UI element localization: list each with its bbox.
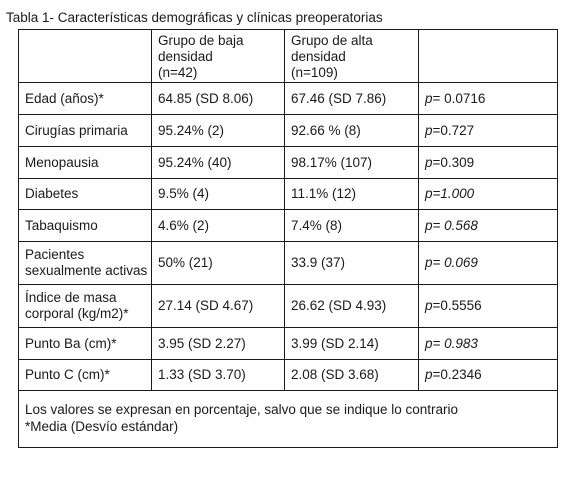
header-row: Grupo de baja densidad (n=42) Grupo de a…	[18, 29, 558, 83]
p-value-cell: p=0.5556	[418, 284, 558, 328]
low-density-value: 50% (21)	[151, 241, 285, 285]
row-label-cell: Punto Ba (cm)*	[18, 327, 152, 360]
header-low-line: Grupo de baja	[158, 33, 244, 48]
p-value: =1.000	[432, 186, 475, 201]
row-label-cell: Edad (años)*	[18, 82, 152, 115]
low-density-value: 27.14 (SD 4.67)	[151, 284, 285, 328]
high-density-value: 3.99 (SD 2.14)	[284, 327, 419, 360]
header-empty-cell	[18, 29, 152, 83]
table-row: Cirugías primaria 95.24% (2) 92.66 % (8) p=…	[18, 114, 558, 147]
row-label-line: sexualmente activas	[25, 263, 148, 278]
low-density-value: 3.95 (SD 2.27)	[151, 327, 285, 360]
row-label-cell: Cirugías primaria	[18, 114, 152, 147]
header-p-empty-cell	[418, 29, 558, 83]
demographics-table: Grupo de baja densidad (n=42) Grupo de a…	[18, 29, 558, 448]
p-value-cell: p=1.000	[418, 178, 558, 210]
row-label-line: Edad (años)*	[25, 90, 104, 106]
p-symbol: p	[425, 154, 433, 170]
header-low-line: densidad	[158, 49, 213, 64]
p-symbol: p	[425, 122, 433, 138]
row-label-line: Pacientes	[25, 247, 85, 262]
p-value: = 0.568	[432, 217, 478, 233]
row-label-cell: Punto C (cm)*	[18, 359, 152, 391]
p-symbol: p	[425, 217, 433, 233]
low-density-value: 64.85 (SD 8.06)	[151, 82, 285, 115]
table-row: Diabetes 9.5% (4) 11.1% (12) p=1.000	[18, 178, 558, 210]
table-row: Edad (años)* 64.85 (SD 8.06) 67.46 (SD 7.8…	[18, 82, 558, 115]
table-caption: Tabla 1- Características demográficas y …	[6, 10, 383, 25]
high-density-value: 67.46 (SD 7.86)	[284, 82, 419, 115]
row-label-line: Índice de masa	[25, 290, 117, 305]
p-value-cell: p= 0.568	[418, 209, 558, 242]
header-low-density: Grupo de baja densidad (n=42)	[151, 29, 285, 83]
p-value: = 0.983	[432, 335, 478, 351]
table-row: Índice de masa corporal (kg/m2)* 27.14 (SD…	[18, 284, 558, 328]
footnote-cell: Los valores se expresan en porcentaje, s…	[18, 390, 558, 448]
low-density-value: 4.6% (2)	[151, 209, 285, 242]
p-symbol: p	[425, 186, 433, 201]
p-value-cell: p=0.2346	[418, 359, 558, 391]
row-label-cell: Pacientes sexualmente activas	[18, 241, 152, 285]
p-value-cell: p= 0.0716	[418, 82, 558, 115]
row-label-line: Punto Ba (cm)*	[25, 335, 117, 351]
row-label-cell: Tabaquismo	[18, 209, 152, 242]
row-label-line: Menopausia	[25, 154, 99, 170]
row-label-cell: Índice de masa corporal (kg/m2)*	[18, 284, 152, 328]
high-density-value: 98.17% (107)	[284, 146, 419, 179]
low-density-value: 9.5% (4)	[151, 178, 285, 210]
p-symbol: p	[425, 367, 433, 382]
low-density-value: 1.33 (SD 3.70)	[151, 359, 285, 391]
table-row: Tabaquismo 4.6% (2) 7.4% (8) p= 0.568	[18, 209, 558, 242]
footnote-line: *Media (Desvío estándar)	[25, 419, 179, 434]
p-value-cell: p=0.727	[418, 114, 558, 147]
high-density-value: 92.66 % (8)	[284, 114, 419, 147]
high-density-value: 26.62 (SD 4.93)	[284, 284, 419, 328]
high-density-value: 11.1% (12)	[284, 178, 419, 210]
table-row: Punto C (cm)* 1.33 (SD 3.70) 2.08 (SD 3.68…	[18, 359, 558, 391]
p-value-cell: p=0.309	[418, 146, 558, 179]
p-value: =0.2346	[432, 367, 482, 382]
row-label-line: Diabetes	[25, 186, 79, 201]
header-low-line: (n=42)	[158, 65, 198, 80]
footnote-line: Los valores se expresan en porcentaje, s…	[25, 402, 459, 417]
high-density-value: 33.9 (37)	[284, 241, 419, 285]
header-high-line: (n=109)	[291, 65, 338, 80]
p-symbol: p	[425, 298, 433, 313]
row-label-line: Punto C (cm)*	[25, 367, 110, 382]
p-symbol: p	[425, 335, 433, 351]
row-label-line: Cirugías primaria	[25, 122, 128, 138]
p-value: =0.309	[432, 154, 475, 170]
p-value-cell: p= 0.983	[418, 327, 558, 360]
footnote-row: Los valores se expresan en porcentaje, s…	[18, 390, 558, 448]
p-symbol: p	[425, 90, 433, 106]
table-row: Punto Ba (cm)* 3.95 (SD 2.27) 3.99 (SD 2.1…	[18, 327, 558, 360]
low-density-value: 95.24% (40)	[151, 146, 285, 179]
low-density-value: 95.24% (2)	[151, 114, 285, 147]
header-high-density: Grupo de alta densidad (n=109)	[284, 29, 419, 83]
high-density-value: 2.08 (SD 3.68)	[284, 359, 419, 391]
p-value: = 0.0716	[432, 90, 486, 106]
header-high-line: Grupo de alta	[291, 33, 373, 48]
table-row: Menopausia 95.24% (40) 98.17% (107) p=0.309	[18, 146, 558, 179]
row-label-line: Tabaquismo	[25, 217, 98, 233]
p-value-cell: p= 0.069	[418, 241, 558, 285]
p-symbol: p	[425, 255, 433, 270]
p-value: = 0.069	[432, 255, 478, 270]
high-density-value: 7.4% (8)	[284, 209, 419, 242]
row-label-cell: Diabetes	[18, 178, 152, 210]
row-label-line: corporal (kg/m2)*	[25, 306, 129, 321]
header-high-line: densidad	[291, 49, 346, 64]
table-row: Pacientes sexualmente activas 50% (21) 33.9…	[18, 241, 558, 285]
p-value: =0.5556	[432, 298, 482, 313]
row-label-cell: Menopausia	[18, 146, 152, 179]
p-value: =0.727	[432, 122, 475, 138]
